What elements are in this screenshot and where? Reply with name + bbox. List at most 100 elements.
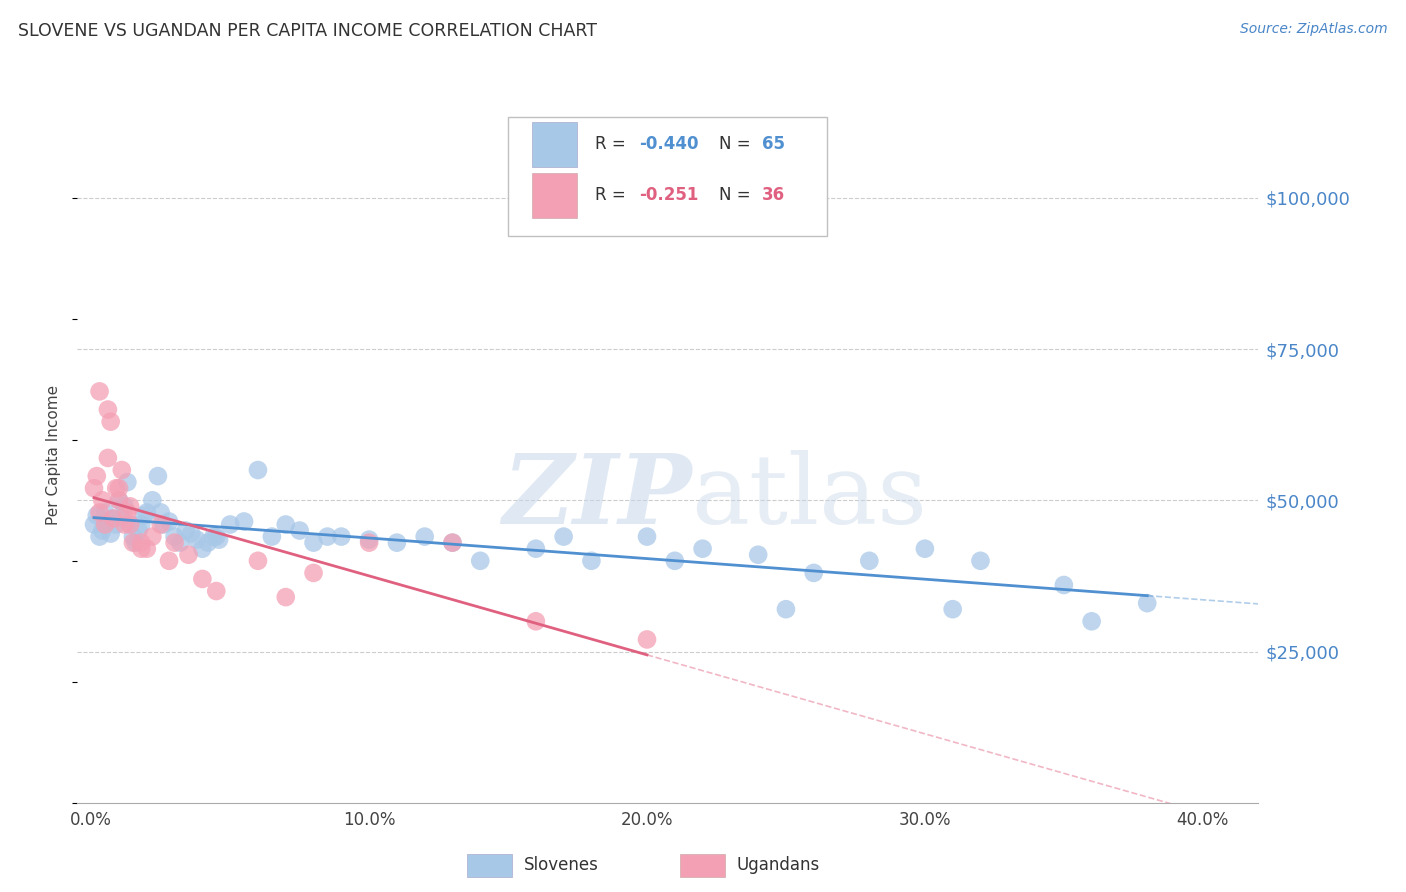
Point	[205, 530, 228, 544]
Point	[208, 533, 231, 547]
Text: 36: 36	[762, 186, 786, 204]
Point	[191, 572, 214, 586]
Point	[86, 469, 108, 483]
Point	[775, 602, 797, 616]
Point	[157, 515, 180, 529]
Point	[114, 500, 136, 514]
Point	[83, 481, 105, 495]
Point	[470, 554, 492, 568]
Point	[111, 463, 134, 477]
Point	[127, 524, 149, 538]
Text: R =: R =	[595, 186, 636, 204]
FancyBboxPatch shape	[531, 122, 576, 167]
Point	[117, 505, 139, 519]
Point	[146, 469, 169, 483]
Point	[114, 517, 136, 532]
Text: Slovenes: Slovenes	[524, 856, 599, 874]
Point	[274, 590, 297, 604]
Point	[97, 402, 120, 417]
Point	[100, 415, 122, 429]
Point	[149, 505, 172, 519]
Point	[524, 615, 547, 629]
Point	[157, 554, 180, 568]
Point	[553, 530, 575, 544]
Point	[636, 530, 658, 544]
Point	[108, 481, 131, 495]
Point	[89, 384, 111, 399]
Point	[103, 511, 125, 525]
Point	[149, 517, 172, 532]
Point	[581, 554, 603, 568]
Point	[163, 535, 186, 549]
Point	[413, 530, 436, 544]
Text: N =: N =	[718, 135, 755, 153]
Point	[692, 541, 714, 556]
Point	[969, 554, 991, 568]
Point	[132, 508, 155, 523]
Text: SLOVENE VS UGANDAN PER CAPITA INCOME CORRELATION CHART: SLOVENE VS UGANDAN PER CAPITA INCOME COR…	[18, 22, 598, 40]
Point	[129, 517, 152, 532]
Point	[441, 535, 464, 549]
Point	[129, 535, 152, 549]
Text: 65: 65	[762, 135, 786, 153]
Point	[330, 530, 353, 544]
Point	[89, 530, 111, 544]
Point	[105, 481, 128, 495]
Point	[664, 554, 686, 568]
Point	[100, 526, 122, 541]
Point	[141, 530, 163, 544]
Point	[83, 517, 105, 532]
Point	[803, 566, 825, 580]
Point	[260, 530, 283, 544]
Point	[111, 511, 134, 525]
Point	[197, 535, 219, 549]
Text: Source: ZipAtlas.com: Source: ZipAtlas.com	[1240, 22, 1388, 37]
Text: -0.251: -0.251	[640, 186, 699, 204]
Point	[246, 463, 269, 477]
Point	[97, 515, 120, 529]
Point	[122, 535, 145, 549]
Point	[91, 493, 114, 508]
FancyBboxPatch shape	[679, 855, 724, 877]
Point	[441, 535, 464, 549]
Point	[219, 517, 242, 532]
Text: ZIP: ZIP	[502, 450, 692, 543]
Point	[108, 493, 131, 508]
Point	[233, 515, 256, 529]
Point	[205, 584, 228, 599]
Point	[524, 541, 547, 556]
Point	[359, 533, 381, 547]
Point	[186, 533, 208, 547]
Point	[86, 508, 108, 523]
Point	[163, 530, 186, 544]
Point	[97, 450, 120, 465]
Point	[117, 475, 139, 490]
Point	[202, 530, 225, 544]
Point	[169, 535, 191, 549]
Point	[94, 505, 117, 519]
Point	[385, 535, 408, 549]
Point	[359, 535, 381, 549]
Point	[1080, 615, 1102, 629]
Point	[302, 535, 325, 549]
Text: -0.440: -0.440	[640, 135, 699, 153]
Point	[120, 500, 142, 514]
FancyBboxPatch shape	[509, 118, 827, 235]
Text: N =: N =	[718, 186, 755, 204]
Point	[180, 526, 202, 541]
Point	[108, 493, 131, 508]
Point	[120, 517, 142, 532]
Point	[174, 524, 197, 538]
Point	[129, 541, 152, 556]
Point	[122, 530, 145, 544]
Point	[94, 517, 117, 532]
Point	[177, 548, 200, 562]
Point	[105, 517, 128, 532]
Point	[89, 505, 111, 519]
Point	[152, 517, 174, 532]
Point	[288, 524, 311, 538]
Point	[120, 517, 142, 532]
Point	[636, 632, 658, 647]
Point	[942, 602, 965, 616]
FancyBboxPatch shape	[531, 173, 576, 219]
